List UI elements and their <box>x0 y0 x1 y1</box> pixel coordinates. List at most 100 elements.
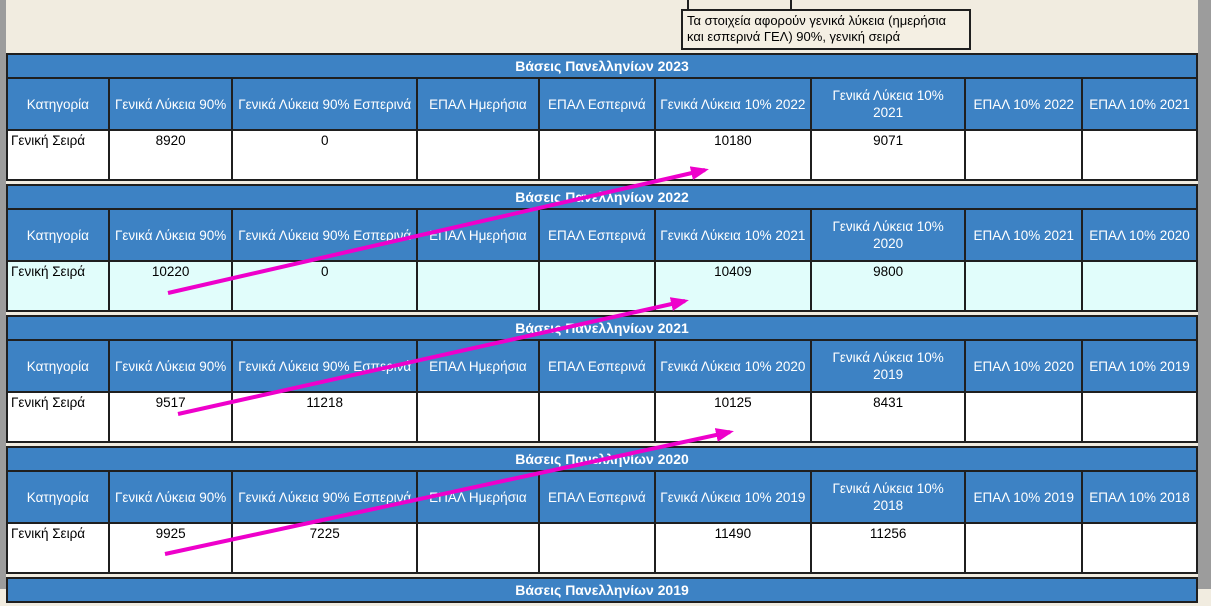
value-cell <box>415 260 540 312</box>
value-cell: 8920 <box>107 129 234 181</box>
table-title-row: Βάσεις Πανελληνίων 2022 <box>6 184 1198 210</box>
value-cell: 9800 <box>809 260 967 312</box>
column-header: Γενικά Λύκεια 90% <box>107 208 234 262</box>
column-header: Γενικά Λύκεια 10% 2021 <box>653 208 812 262</box>
table-header-row: Κατηγορία Γενικά Λύκεια 90% Γενικά Λύκει… <box>6 339 1198 393</box>
column-header: ΕΠΑΛ 10% 2020 <box>964 339 1084 393</box>
column-header: Κατηγορία <box>6 208 110 262</box>
value-cell: 10220 <box>107 260 234 312</box>
cropped-table-border <box>790 0 792 10</box>
value-cell <box>415 129 540 181</box>
value-cell <box>415 391 540 443</box>
table-data-row-highlighted: Γενική Σειρά 10220 0 10409 9800 <box>6 260 1198 312</box>
bases-table-2020: Βάσεις Πανελληνίων 2020 Κατηγορία Γενικά… <box>6 446 1198 574</box>
column-header: Κατηγορία <box>6 470 110 524</box>
value-cell: 0 <box>231 260 418 312</box>
column-header: ΕΠΑΛ 10% 2020 <box>1081 208 1198 262</box>
info-tooltip-text: Τα στοιχεία αφορούν γενικά λύκεια (ημερή… <box>687 13 947 44</box>
column-header: ΕΠΑΛ 10% 2021 <box>964 208 1084 262</box>
column-header: ΕΠΑΛ Εσπερινά <box>537 77 656 131</box>
bases-table-2019-partial: Βάσεις Πανελληνίων 2019 <box>6 577 1198 603</box>
table-header-row: Κατηγορία Γενικά Λύκεια 90% Γενικά Λύκει… <box>6 470 1198 524</box>
column-header: Γενικά Λύκεια 90% Εσπερινά <box>231 208 418 262</box>
column-header: ΕΠΑΛ 10% 2022 <box>964 77 1084 131</box>
column-header: Κατηγορία <box>6 339 110 393</box>
column-header: Γενικά Λύκεια 10% 2018 <box>809 470 967 524</box>
value-cell: 11490 <box>653 522 812 574</box>
top-margin-area: Τα στοιχεία αφορούν γενικά λύκεια (ημερή… <box>6 0 1198 53</box>
value-cell <box>537 391 656 443</box>
column-header: Γενικά Λύκεια 90% <box>107 77 234 131</box>
column-header: Γενικά Λύκεια 90% <box>107 470 234 524</box>
column-header: Γενικά Λύκεια 90% <box>107 339 234 393</box>
value-cell: 9071 <box>809 129 967 181</box>
left-gutter <box>0 0 6 589</box>
table-data-row: Γενική Σειρά 9517 11218 10125 8431 <box>6 391 1198 443</box>
category-cell: Γενική Σειρά <box>6 129 110 181</box>
table-title: Βάσεις Πανελληνίων 2019 <box>6 577 1198 603</box>
value-cell <box>415 522 540 574</box>
value-cell: 10409 <box>653 260 812 312</box>
value-cell: 0 <box>231 129 418 181</box>
table-data-row: Γενική Σειρά 8920 0 10180 9071 <box>6 129 1198 181</box>
column-header: ΕΠΑΛ Ημερήσια <box>415 208 540 262</box>
right-gutter <box>1198 0 1211 589</box>
table-title-row: Βάσεις Πανελληνίων 2023 <box>6 53 1198 79</box>
value-cell <box>1081 391 1198 443</box>
column-header: ΕΠΑΛ Ημερήσια <box>415 470 540 524</box>
value-cell: 10125 <box>653 391 812 443</box>
column-header: Γενικά Λύκεια 90% Εσπερινά <box>231 470 418 524</box>
column-header: Γενικά Λύκεια 10% 2019 <box>809 339 967 393</box>
column-header: ΕΠΑΛ 10% 2018 <box>1081 470 1198 524</box>
value-cell <box>1081 129 1198 181</box>
table-title: Βάσεις Πανελληνίων 2023 <box>6 53 1198 79</box>
column-header: ΕΠΑΛ Ημερήσια <box>415 339 540 393</box>
column-header: ΕΠΑΛ Εσπερινά <box>537 470 656 524</box>
table-header-row: Κατηγορία Γενικά Λύκεια 90% Γενικά Λύκει… <box>6 77 1198 131</box>
table-title-row: Βάσεις Πανελληνίων 2021 <box>6 315 1198 341</box>
value-cell <box>1081 522 1198 574</box>
column-header: Γενικά Λύκεια 90% Εσπερινά <box>231 77 418 131</box>
category-cell: Γενική Σειρά <box>6 260 110 312</box>
column-header: Γενικά Λύκεια 10% 2020 <box>809 208 967 262</box>
column-header: Γενικά Λύκεια 10% 2022 <box>653 77 812 131</box>
value-cell: 10180 <box>653 129 812 181</box>
bases-table-2021: Βάσεις Πανελληνίων 2021 Κατηγορία Γενικά… <box>6 315 1198 443</box>
category-cell: Γενική Σειρά <box>6 522 110 574</box>
value-cell <box>964 522 1084 574</box>
table-title: Βάσεις Πανελληνίων 2022 <box>6 184 1198 210</box>
info-tooltip: Τα στοιχεία αφορούν γενικά λύκεια (ημερή… <box>681 9 971 50</box>
table-title: Βάσεις Πανελληνίων 2020 <box>6 446 1198 472</box>
value-cell <box>537 522 656 574</box>
page-content: Τα στοιχεία αφορούν γενικά λύκεια (ημερή… <box>6 0 1198 606</box>
table-title-row: Βάσεις Πανελληνίων 2019 <box>6 577 1198 603</box>
column-header: Γενικά Λύκεια 10% 2021 <box>809 77 967 131</box>
value-cell: 7225 <box>231 522 418 574</box>
value-cell <box>964 391 1084 443</box>
column-header: ΕΠΑΛ Ημερήσια <box>415 77 540 131</box>
column-header: Γενικά Λύκεια 10% 2020 <box>653 339 812 393</box>
value-cell <box>964 260 1084 312</box>
table-header-row: Κατηγορία Γενικά Λύκεια 90% Γενικά Λύκει… <box>6 208 1198 262</box>
cropped-table-border <box>687 0 689 10</box>
table-title-row: Βάσεις Πανελληνίων 2020 <box>6 446 1198 472</box>
bases-table-2022: Βάσεις Πανελληνίων 2022 Κατηγορία Γενικά… <box>6 184 1198 312</box>
column-header: ΕΠΑΛ 10% 2019 <box>964 470 1084 524</box>
category-cell: Γενική Σειρά <box>6 391 110 443</box>
value-cell: 8431 <box>809 391 967 443</box>
value-cell: 9517 <box>107 391 234 443</box>
column-header: Γενικά Λύκεια 90% Εσπερινά <box>231 339 418 393</box>
value-cell <box>537 129 656 181</box>
bases-table-2023: Βάσεις Πανελληνίων 2023 Κατηγορία Γενικά… <box>6 53 1198 181</box>
column-header: Γενικά Λύκεια 10% 2019 <box>653 470 812 524</box>
table-title: Βάσεις Πανελληνίων 2021 <box>6 315 1198 341</box>
column-header: Κατηγορία <box>6 77 110 131</box>
column-header: ΕΠΑΛ 10% 2021 <box>1081 77 1198 131</box>
column-header: ΕΠΑΛ Εσπερινά <box>537 208 656 262</box>
table-data-row: Γενική Σειρά 9925 7225 11490 11256 <box>6 522 1198 574</box>
column-header: ΕΠΑΛ Εσπερινά <box>537 339 656 393</box>
value-cell: 9925 <box>107 522 234 574</box>
value-cell <box>1081 260 1198 312</box>
value-cell: 11256 <box>809 522 967 574</box>
column-header: ΕΠΑΛ 10% 2019 <box>1081 339 1198 393</box>
